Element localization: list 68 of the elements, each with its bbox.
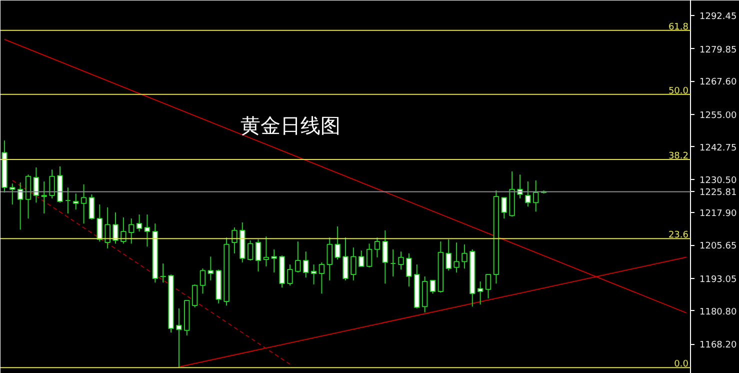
candlestick (358, 250, 364, 267)
candlestick (295, 240, 301, 273)
y-tick-label: 1292.45 (700, 12, 737, 22)
candlestick (446, 238, 452, 272)
candlestick (350, 247, 356, 281)
candlestick (374, 237, 380, 258)
y-tick-label: 1255.00 (700, 111, 737, 122)
candlestick (41, 180, 47, 214)
y-tick-label: 1168.20 (700, 340, 737, 351)
candlestick (232, 226, 238, 254)
candlestick (247, 240, 254, 262)
candlestick (263, 236, 270, 267)
text: 黄金日线图 (240, 114, 340, 138)
candlestick (501, 197, 507, 219)
candlestick (144, 214, 150, 248)
annotation: 0.0 (674, 360, 689, 370)
candlestick (88, 194, 95, 220)
y-tick-label: 1193.05 (700, 274, 737, 285)
candlestick (287, 264, 293, 286)
candlestick (310, 264, 317, 285)
candlestick (342, 237, 348, 281)
candlestick (208, 256, 214, 281)
candlestick (326, 237, 333, 281)
candlestick (200, 268, 206, 294)
candlestick (525, 180, 531, 208)
candlestick (318, 262, 325, 294)
candlestick (382, 230, 388, 284)
annotation: 50.0 (668, 86, 689, 96)
candlestick (25, 174, 32, 219)
candlestick (390, 248, 396, 277)
candlestick (33, 166, 40, 204)
candlestick (96, 204, 103, 242)
candlestick (406, 252, 412, 287)
candlestick (112, 212, 118, 244)
candlestick (271, 248, 277, 273)
candlestick (10, 183, 16, 205)
candlestick (136, 214, 142, 232)
candlestick (477, 280, 484, 305)
candlestick (128, 218, 134, 244)
candlestick (454, 242, 460, 273)
y-tick-label: 1225.81 (700, 188, 737, 198)
candlestick (65, 187, 71, 214)
candlestick (120, 216, 126, 244)
y-tick-label: 1279.85 (700, 45, 737, 56)
candlestick (176, 308, 182, 368)
annotation: 23.6 (668, 230, 689, 241)
y-tick-label: 1217.90 (700, 209, 737, 220)
candlestick (462, 244, 468, 269)
candlestick (485, 274, 492, 299)
candlestick (334, 226, 340, 260)
candlestick (366, 243, 372, 268)
annotation: 61.8 (668, 22, 689, 32)
y-tick-label: 1205.65 (700, 242, 737, 252)
candlestick (192, 284, 198, 308)
annotation: 38.2 (668, 151, 689, 162)
candlestick (80, 184, 87, 224)
candlestick (398, 251, 404, 270)
candlestick (255, 238, 262, 272)
y-tick-label: 1230.50 (700, 176, 737, 186)
candlestick (104, 206, 110, 249)
candlestick (72, 193, 79, 210)
candlestick (430, 280, 436, 294)
y-tick-label: 1267.60 (700, 78, 737, 88)
candlestick (532, 180, 539, 212)
y-tick-label: 1242.75 (700, 143, 737, 154)
candlestick (302, 251, 309, 278)
candlestick (49, 169, 55, 199)
y-tick-label: 1180.80 (700, 307, 737, 318)
